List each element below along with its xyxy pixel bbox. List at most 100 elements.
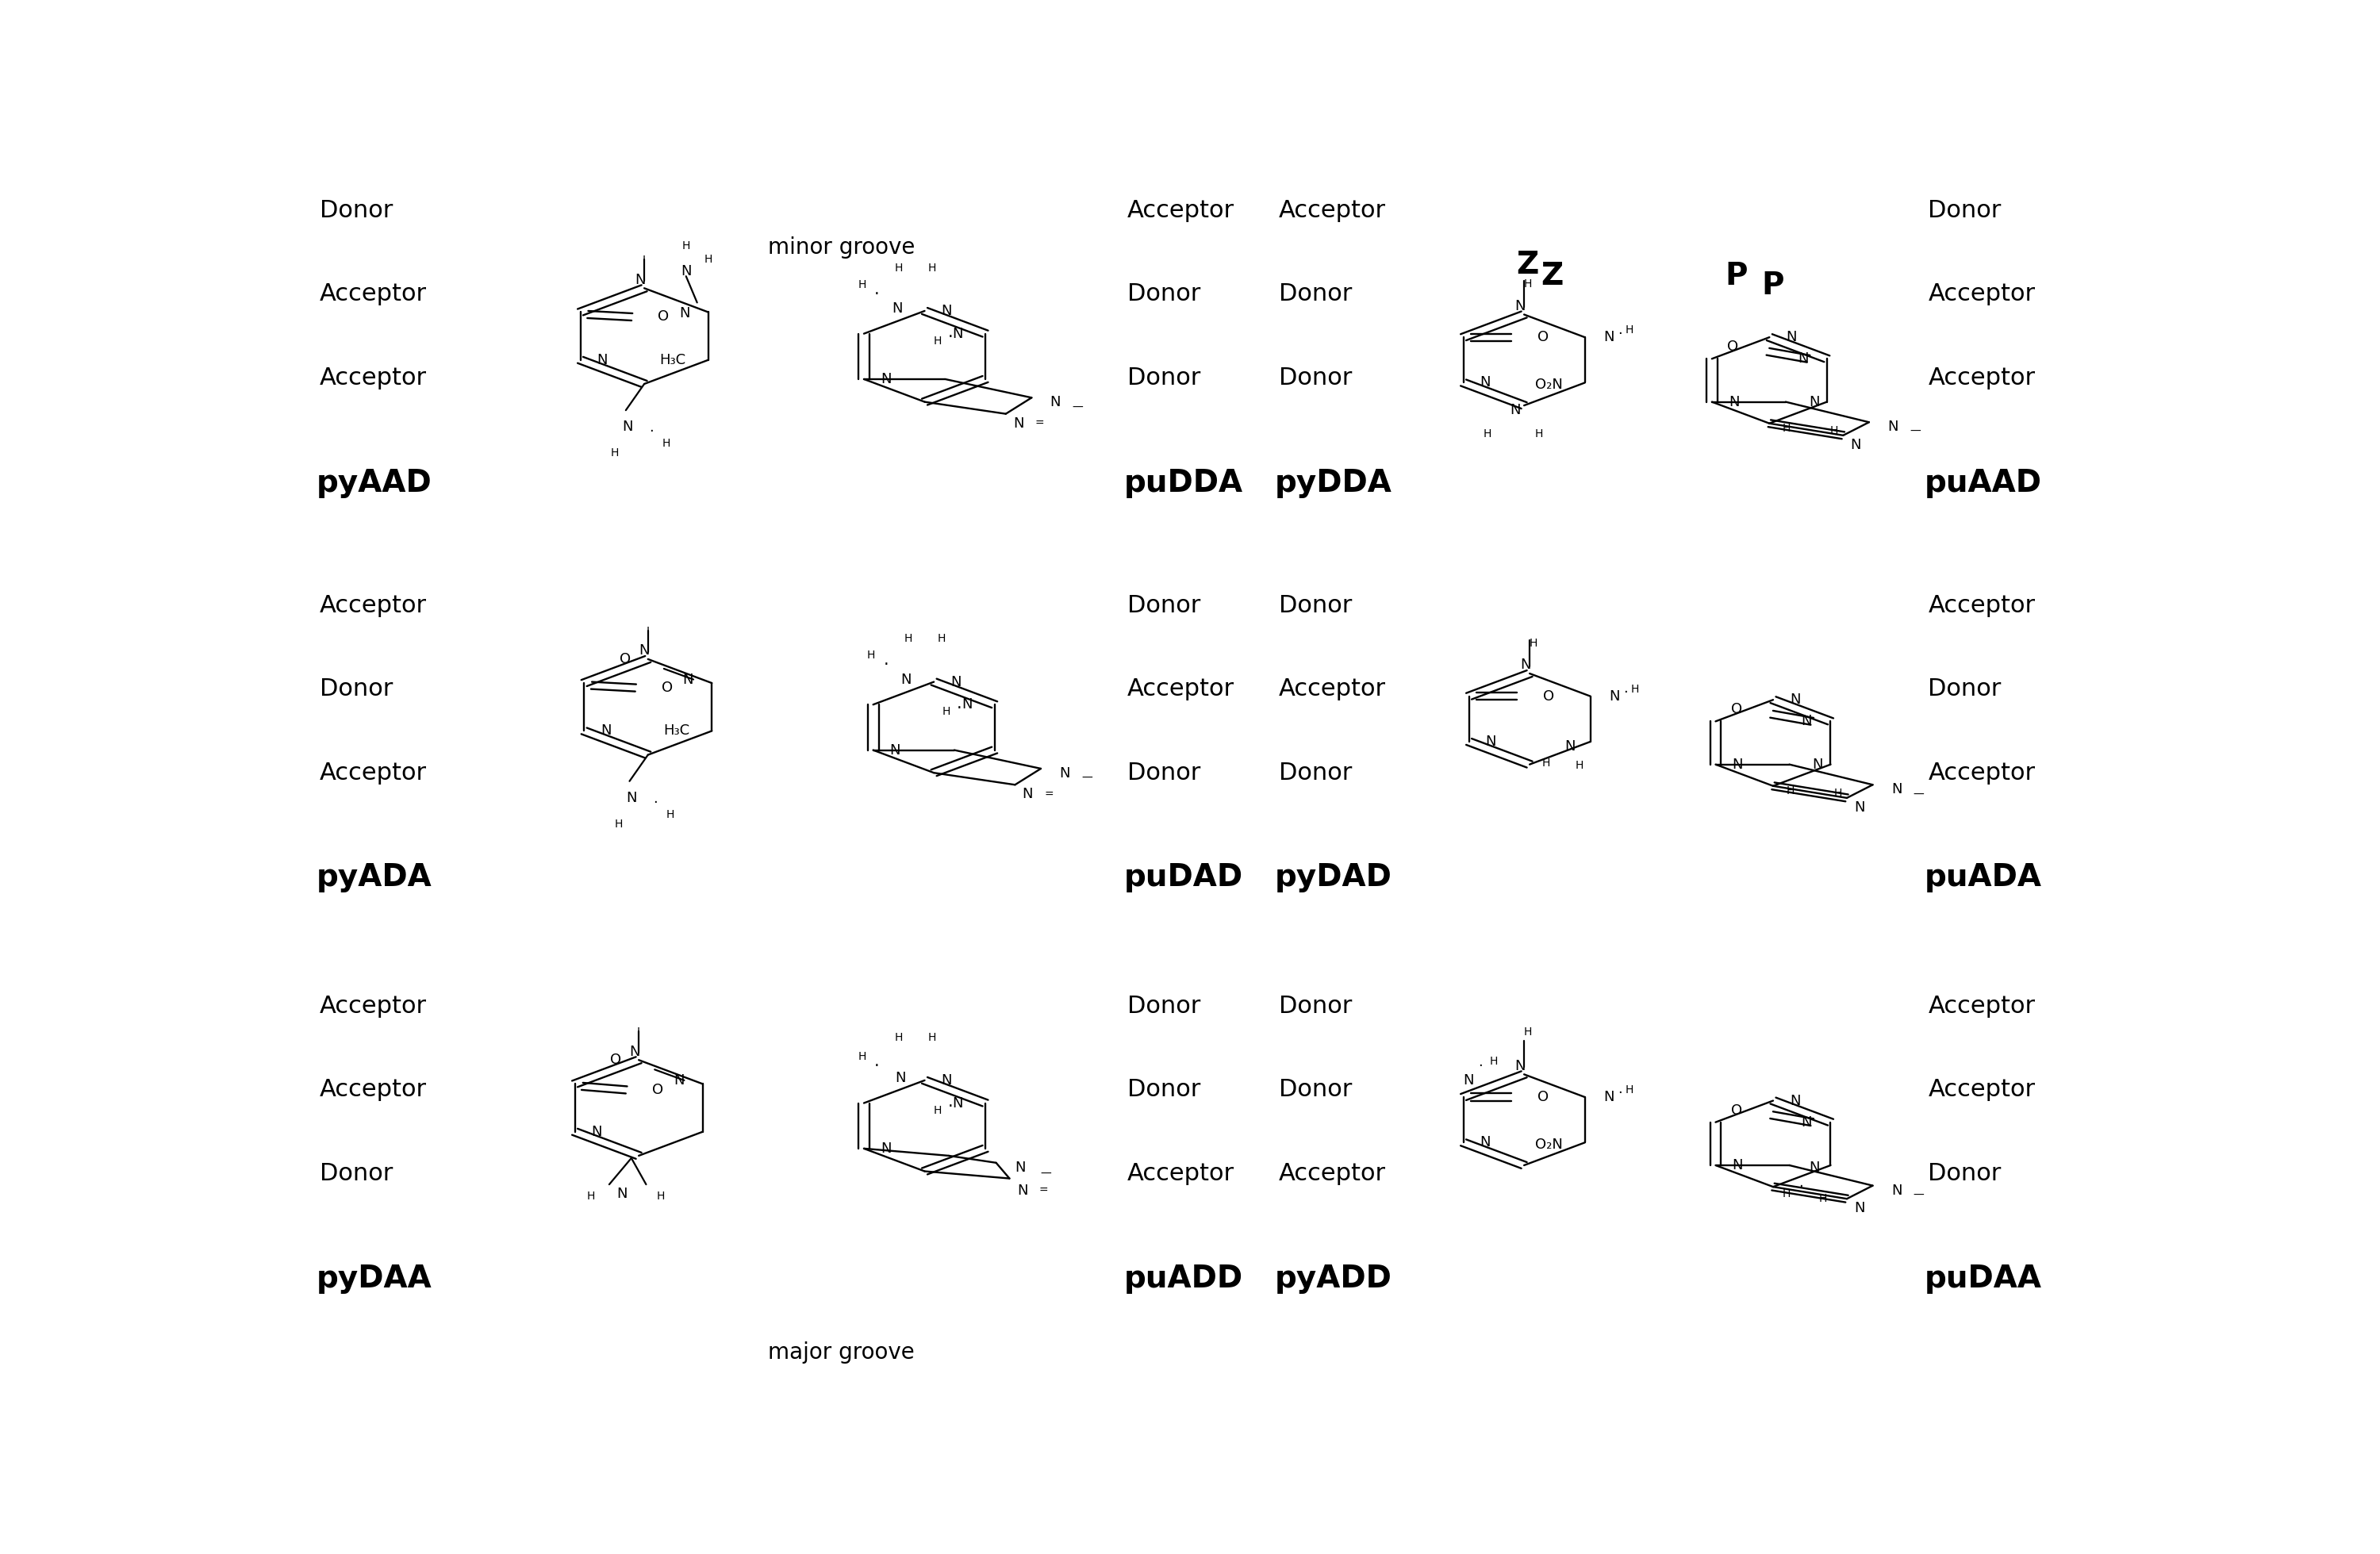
Text: pyDAA: pyDAA bbox=[317, 1263, 431, 1293]
Text: Donor: Donor bbox=[1278, 594, 1352, 617]
Text: ·: · bbox=[873, 1058, 878, 1074]
Text: H: H bbox=[1785, 785, 1795, 796]
Text: —: — bbox=[1081, 772, 1092, 783]
Text: H: H bbox=[1783, 423, 1790, 434]
Text: O: O bbox=[662, 681, 674, 695]
Text: N: N bbox=[597, 353, 607, 367]
Text: Z: Z bbox=[1516, 250, 1540, 280]
Text: N: N bbox=[1014, 416, 1023, 430]
Text: H: H bbox=[657, 1190, 664, 1201]
Text: N: N bbox=[895, 1071, 907, 1085]
Text: Donor: Donor bbox=[319, 199, 393, 222]
Text: Donor: Donor bbox=[1128, 761, 1202, 785]
Text: O: O bbox=[619, 653, 631, 667]
Text: ·: · bbox=[883, 657, 888, 673]
Text: N: N bbox=[1797, 351, 1809, 365]
Text: ·: · bbox=[873, 286, 878, 301]
Text: N: N bbox=[1023, 788, 1033, 802]
Text: —: — bbox=[1071, 401, 1083, 413]
Text: N: N bbox=[1566, 740, 1576, 754]
Text: O: O bbox=[1537, 1089, 1549, 1105]
Text: H: H bbox=[683, 241, 690, 252]
Text: H: H bbox=[585, 1190, 595, 1201]
Text: O₂N: O₂N bbox=[1535, 1138, 1564, 1152]
Text: N: N bbox=[1516, 1058, 1526, 1074]
Text: Donor: Donor bbox=[1128, 367, 1202, 390]
Text: pyADD: pyADD bbox=[1276, 1263, 1392, 1293]
Text: H: H bbox=[666, 810, 674, 821]
Text: Acceptor: Acceptor bbox=[1128, 1162, 1235, 1186]
Text: N: N bbox=[1790, 693, 1799, 707]
Text: —: — bbox=[1909, 426, 1921, 437]
Text: puDAA: puDAA bbox=[1925, 1263, 2042, 1293]
Text: Donor: Donor bbox=[1128, 995, 1202, 1018]
Text: O: O bbox=[1728, 340, 1737, 354]
Text: H: H bbox=[1490, 1055, 1497, 1066]
Text: N: N bbox=[1728, 395, 1740, 409]
Text: pyDDA: pyDDA bbox=[1276, 468, 1392, 497]
Text: N: N bbox=[1809, 395, 1821, 409]
Text: =: = bbox=[1035, 418, 1045, 429]
Text: N: N bbox=[1802, 715, 1811, 729]
Text: N: N bbox=[674, 1074, 683, 1088]
Text: Acceptor: Acceptor bbox=[1928, 1078, 2035, 1102]
Text: ·: · bbox=[652, 796, 657, 810]
Text: N: N bbox=[1809, 1161, 1821, 1175]
Text: O: O bbox=[609, 1054, 621, 1068]
Text: N: N bbox=[626, 791, 638, 805]
Text: Acceptor: Acceptor bbox=[319, 367, 426, 390]
Text: N: N bbox=[1733, 1158, 1742, 1172]
Text: N: N bbox=[952, 1096, 964, 1110]
Text: Donor: Donor bbox=[1928, 678, 2002, 701]
Text: H: H bbox=[904, 632, 912, 645]
Text: N: N bbox=[1016, 1183, 1028, 1198]
Text: H: H bbox=[1830, 426, 1837, 437]
Text: minor groove: minor groove bbox=[769, 236, 916, 258]
Text: N: N bbox=[1854, 1201, 1866, 1215]
Text: I: I bbox=[638, 1027, 640, 1038]
Text: Acceptor: Acceptor bbox=[1928, 367, 2035, 390]
Text: H: H bbox=[942, 706, 950, 718]
Text: N: N bbox=[952, 326, 964, 340]
Text: Donor: Donor bbox=[1278, 1078, 1352, 1102]
Text: puADA: puADA bbox=[1925, 862, 2042, 892]
Text: N: N bbox=[593, 1125, 602, 1139]
Text: Acceptor: Acceptor bbox=[1928, 761, 2035, 785]
Text: Donor: Donor bbox=[1278, 367, 1352, 390]
Text: ·: · bbox=[650, 424, 655, 438]
Text: N: N bbox=[1887, 420, 1899, 434]
Text: ·: · bbox=[947, 329, 952, 345]
Text: major groove: major groove bbox=[769, 1341, 914, 1363]
Text: O: O bbox=[1730, 702, 1742, 716]
Text: Acceptor: Acceptor bbox=[319, 594, 426, 617]
Text: H: H bbox=[1818, 1193, 1828, 1204]
Text: H: H bbox=[1483, 429, 1492, 440]
Text: N: N bbox=[1609, 688, 1618, 704]
Text: Acceptor: Acceptor bbox=[319, 995, 426, 1018]
Text: H: H bbox=[866, 650, 876, 660]
Text: O: O bbox=[657, 309, 669, 325]
Text: H: H bbox=[857, 1051, 866, 1061]
Text: pyAAD: pyAAD bbox=[317, 468, 431, 497]
Text: H₃C: H₃C bbox=[659, 353, 685, 367]
Text: =: = bbox=[1040, 1184, 1047, 1197]
Text: N: N bbox=[1814, 757, 1823, 772]
Text: Donor: Donor bbox=[1128, 1078, 1202, 1102]
Text: ·: · bbox=[1799, 1179, 1804, 1193]
Text: Donor: Donor bbox=[1928, 199, 2002, 222]
Text: I: I bbox=[643, 255, 645, 266]
Text: N: N bbox=[631, 1044, 640, 1058]
Text: ·: · bbox=[1618, 326, 1623, 340]
Text: H: H bbox=[933, 336, 942, 347]
Text: N: N bbox=[635, 272, 645, 287]
Text: ·: · bbox=[1478, 1058, 1483, 1074]
Text: N: N bbox=[902, 673, 912, 687]
Text: N: N bbox=[962, 698, 973, 712]
Text: —: — bbox=[1040, 1169, 1052, 1179]
Text: =: = bbox=[1045, 789, 1054, 800]
Text: N: N bbox=[678, 306, 690, 320]
Text: —: — bbox=[1914, 1190, 1923, 1201]
Text: H: H bbox=[1530, 637, 1537, 648]
Text: Acceptor: Acceptor bbox=[1128, 199, 1235, 222]
Text: Donor: Donor bbox=[1128, 594, 1202, 617]
